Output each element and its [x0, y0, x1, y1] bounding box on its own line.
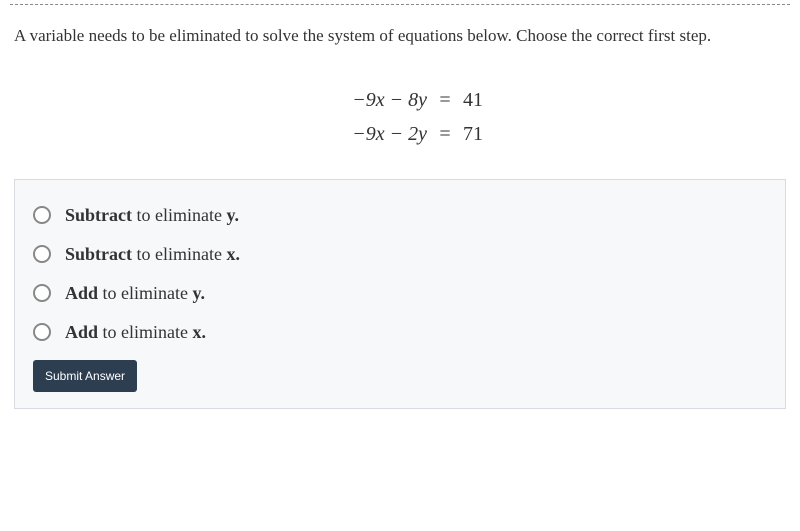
option-label: Add to eliminate x. [65, 322, 206, 343]
answer-option-4[interactable]: Add to eliminate x. [33, 313, 767, 352]
radio-icon[interactable] [33, 323, 51, 341]
radio-icon[interactable] [33, 206, 51, 224]
submit-answer-button[interactable]: Submit Answer [33, 360, 137, 392]
answer-options-box: Subtract to eliminate y.Subtract to elim… [14, 179, 786, 409]
option-rest: to eliminate [98, 322, 192, 342]
option-action: Add [65, 283, 98, 303]
equation-system: −9x − 8y=41−9x − 2y=71 [0, 59, 800, 179]
option-variable: x [193, 322, 202, 342]
equation-row-2: −9x − 2y=71 [0, 117, 800, 151]
radio-icon[interactable] [33, 284, 51, 302]
equation-row-1: −9x − 8y=41 [0, 83, 800, 117]
option-suffix: . [202, 322, 207, 342]
option-rest: to eliminate [132, 244, 226, 264]
option-rest: to eliminate [132, 205, 226, 225]
equation-lhs: −9x − 8y [307, 83, 427, 117]
equation-rhs: 41 [463, 83, 493, 117]
equation-lhs: −9x − 2y [307, 117, 427, 151]
option-rest: to eliminate [98, 283, 192, 303]
option-action: Subtract [65, 205, 132, 225]
answer-option-3[interactable]: Add to eliminate y. [33, 274, 767, 313]
equation-rhs: 71 [463, 117, 493, 151]
answer-option-1[interactable]: Subtract to eliminate y. [33, 196, 767, 235]
radio-icon[interactable] [33, 245, 51, 263]
option-label: Subtract to eliminate x. [65, 244, 240, 265]
option-suffix: . [235, 244, 240, 264]
equals-sign: = [435, 117, 455, 151]
option-label: Subtract to eliminate y. [65, 205, 239, 226]
option-action: Subtract [65, 244, 132, 264]
options-list: Subtract to eliminate y.Subtract to elim… [33, 196, 767, 352]
option-suffix: . [201, 283, 206, 303]
option-action: Add [65, 322, 98, 342]
option-suffix: . [235, 205, 240, 225]
equals-sign: = [435, 83, 455, 117]
option-label: Add to eliminate y. [65, 283, 205, 304]
option-variable: y [226, 205, 234, 225]
question-prompt: A variable needs to be eliminated to sol… [0, 5, 800, 59]
option-variable: y [193, 283, 201, 303]
answer-option-2[interactable]: Subtract to eliminate x. [33, 235, 767, 274]
